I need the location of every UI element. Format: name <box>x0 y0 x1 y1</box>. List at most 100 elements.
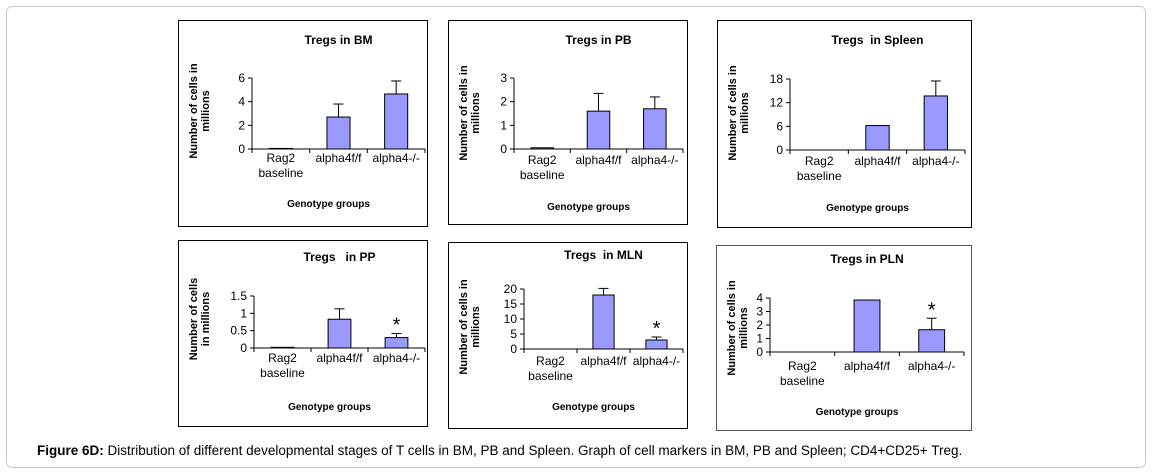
significance-marker: * <box>653 318 661 340</box>
chart-panel-pp: Tregs in PP Number of cellsin millions 0 0.… <box>178 240 428 427</box>
y-axis-label-line: Number of cells in <box>458 279 470 375</box>
x-tick-label: Rag2 baseline <box>780 359 825 388</box>
y-axis-label-line: Number of cells in <box>726 280 738 376</box>
x-tick-label-line: alpha4f/f <box>854 154 901 168</box>
x-tick-label-line: baseline <box>780 374 825 388</box>
figure-caption: Figure 6D: Distribution of different dev… <box>37 443 962 458</box>
y-axis-label-line: millions <box>738 307 750 349</box>
x-tick-label-line: alpha4f/f <box>315 151 362 165</box>
x-axis-label-pb: Genotype groups <box>547 202 630 213</box>
y-tick-label: 0 <box>510 342 517 356</box>
bar <box>384 337 409 349</box>
x-tick-label: alpha4f/f <box>844 359 891 373</box>
chart-svg-bm: Tregs in BM Number of cells inmillions 0 2 4… <box>188 33 426 210</box>
y-axis-label-bm: Number of cells inmillions <box>188 63 212 159</box>
y-tick-label: 2 <box>756 318 763 332</box>
chart-svg-pb: Tregs in PB Number of cells inmillions 0 1 2… <box>458 33 684 213</box>
y-axis-label-line: millions <box>470 306 482 348</box>
bar <box>865 125 890 151</box>
x-tick-label-line: Rag2 <box>268 351 297 365</box>
y-tick-label: 0 <box>776 143 783 157</box>
y-tick-label: 6 <box>238 71 245 85</box>
y-axis-label-line: Number of cells in <box>458 65 470 161</box>
y-tick-label: 2 <box>500 95 507 109</box>
chart-title-spleen: Tregs in Spleen <box>831 33 923 47</box>
x-tick-label-line: alpha4f/f <box>316 351 363 365</box>
y-tick-label: 1 <box>500 118 507 132</box>
x-tick-label: Rag2 baseline <box>528 354 573 383</box>
x-tick-label: alpha4f/f <box>580 354 627 368</box>
y-tick-label: 18 <box>770 72 784 86</box>
x-tick-label-line: baseline <box>797 169 842 183</box>
bar <box>853 299 881 353</box>
bar <box>268 147 293 150</box>
x-tick-label-line: Rag2 <box>788 359 817 373</box>
chart-title-pb: Tregs in PB <box>565 33 631 47</box>
chart-title-bm: Tregs in BM <box>304 33 372 47</box>
x-tick-label-line: baseline <box>520 168 565 182</box>
chart-title-pp: Tregs in PP <box>303 250 375 264</box>
y-tick-label: 10 <box>504 312 518 326</box>
bar <box>384 93 409 150</box>
x-tick-label-line: baseline <box>258 166 303 180</box>
bar <box>923 95 949 151</box>
bar <box>530 147 554 150</box>
x-tick-label-line: alpha4-/- <box>912 154 959 168</box>
chart-panel-pln: Tregs in PLN Number of cells inmillions 0 1… <box>716 245 972 431</box>
bar <box>918 329 946 353</box>
y-axis-label-line: Number of cells <box>188 278 200 361</box>
y-tick-label: 6 <box>776 119 783 133</box>
x-tick-label-line: baseline <box>528 369 573 383</box>
y-tick-label: 0 <box>500 142 507 156</box>
x-axis-label-pp: Genotype groups <box>288 402 371 413</box>
figure-caption-label: Figure 6D: <box>37 443 104 458</box>
x-tick-label-line: alpha4-/- <box>373 351 420 365</box>
y-tick-label: 15 <box>504 297 518 311</box>
y-axis-label-line: millions <box>470 92 482 134</box>
y-axis-label-line: Number of cells in <box>188 63 200 159</box>
y-tick-label: 2 <box>238 118 245 132</box>
chart-panel-bm: Tregs in BM Number of cells inmillions 0 2 4… <box>178 20 428 227</box>
chart-svg-pp: Tregs in PP Number of cellsin millions 0 0.… <box>188 250 426 413</box>
chart-panel-spleen: Tregs in Spleen Number of cells inmillion… <box>717 20 972 228</box>
chart-title-pln: Tregs in PLN <box>830 252 903 266</box>
x-tick-label: alpha4-/- <box>373 351 420 365</box>
y-axis-label-mln: Number of cells inmillions <box>458 279 482 375</box>
x-axis-label-mln: Genotype groups <box>552 402 635 413</box>
chart-title-mln: Tregs in MLN <box>564 248 643 262</box>
x-tick-label-line: alpha4f/f <box>844 359 891 373</box>
x-tick-label-line: Rag2 <box>266 151 295 165</box>
x-tick-label: Rag2 baseline <box>260 351 305 380</box>
significance-marker: * <box>928 299 936 321</box>
y-tick-label: 4 <box>238 95 245 109</box>
y-axis-label-pp: Number of cellsin millions <box>188 278 212 361</box>
y-tick-label: 4 <box>756 291 763 305</box>
bar <box>645 339 668 350</box>
x-tick-label-line: alpha4-/- <box>633 354 680 368</box>
y-tick-label: 1 <box>240 306 247 320</box>
y-tick-label: 20 <box>504 282 518 296</box>
bar <box>326 116 351 150</box>
x-tick-label-line: baseline <box>260 366 305 380</box>
bar <box>643 108 667 150</box>
x-axis-label-pln: Genotype groups <box>816 407 899 418</box>
x-tick-label-line: Rag2 <box>528 153 557 167</box>
x-tick-label: alpha4f/f <box>315 151 362 165</box>
bar <box>327 318 352 349</box>
bar <box>270 346 295 349</box>
y-tick-label: 1.5 <box>230 289 247 303</box>
chart-svg-mln: Tregs in MLN Number of cells inmillions 05… <box>458 248 684 413</box>
significance-marker: * <box>393 314 401 336</box>
y-tick-label: 0.5 <box>230 324 247 338</box>
y-axis-label-line: in millions <box>200 292 212 346</box>
x-axis-label-bm: Genotype groups <box>287 199 370 210</box>
x-tick-label: alpha4-/- <box>372 151 419 165</box>
x-tick-label: Rag2 baseline <box>520 153 565 182</box>
y-axis-label-pln: Number of cells inmillions <box>726 280 750 376</box>
y-tick-label: 3 <box>500 71 507 85</box>
y-axis-label-line: millions <box>200 90 212 132</box>
y-tick-label: 1 <box>756 332 763 346</box>
x-tick-label-line: Rag2 <box>536 354 565 368</box>
bar <box>586 110 611 150</box>
bar <box>592 294 615 350</box>
